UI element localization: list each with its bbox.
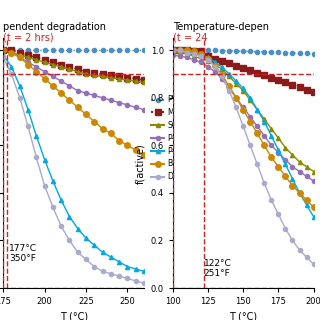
Legend: PVS15000, MAC2000, SCC, P-SCC, P-SMAC, BHPMP, DTPMP: PVS15000, MAC2000, SCC, P-SCC, P-SMAC, B…	[151, 95, 206, 181]
Text: 122°C
251°F: 122°C 251°F	[204, 259, 232, 278]
X-axis label: T (°C): T (°C)	[60, 312, 88, 320]
Text: 177°C
350°F: 177°C 350°F	[9, 244, 37, 263]
Y-axis label: f(active): f(active)	[135, 143, 145, 184]
Text: Temperature-depen: Temperature-depen	[173, 22, 269, 32]
Text: (t = 2 hrs): (t = 2 hrs)	[3, 32, 54, 42]
X-axis label: T (°C): T (°C)	[229, 312, 257, 320]
Text: pendent degradation: pendent degradation	[3, 22, 106, 32]
Text: (t = 24: (t = 24	[173, 32, 207, 42]
